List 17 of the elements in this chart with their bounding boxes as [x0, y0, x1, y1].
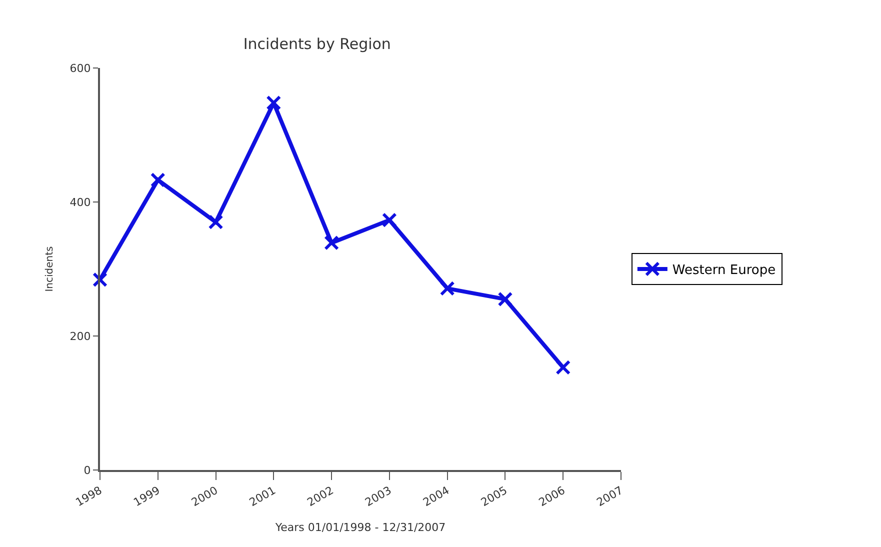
point: [266, 95, 282, 110]
point: [92, 272, 108, 288]
point: [208, 214, 224, 230]
point: [150, 172, 166, 188]
y-tick-label: 200: [70, 330, 91, 343]
y-tick-label: 0: [84, 464, 91, 477]
point: [498, 292, 513, 307]
y-tick-label: 600: [70, 62, 91, 75]
legend-label: Western Europe: [672, 263, 776, 278]
point: [382, 212, 397, 228]
point: [440, 280, 455, 296]
y-tick-label: 400: [70, 196, 91, 209]
y-axis-title: Incidents: [44, 246, 56, 292]
x-axis-title: Years 01/01/1998 - 12/31/2007: [274, 520, 446, 534]
point: [556, 360, 571, 375]
point: [324, 235, 340, 250]
chart-title: Incidents by Region: [243, 34, 391, 53]
